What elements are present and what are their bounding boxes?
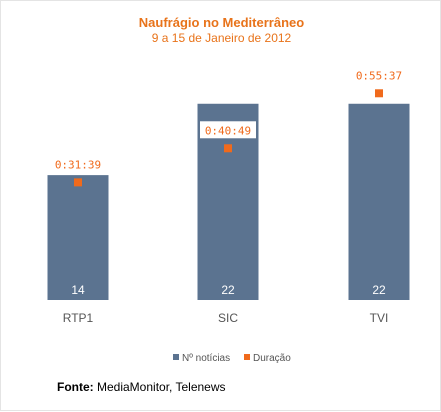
duration-label-rtp1: 0:31:39 bbox=[55, 158, 101, 171]
duration-marker-sic bbox=[224, 144, 232, 153]
chart-title: Naufrágio no Mediterrâneo bbox=[138, 15, 305, 30]
legend-label-duracao: Duração bbox=[253, 353, 291, 364]
x-tick-tvi: TVI bbox=[370, 311, 389, 325]
duration-label-bg-sic bbox=[200, 121, 256, 139]
source-text: MediaMonitor, Telenews bbox=[97, 380, 226, 394]
x-tick-sic: SIC bbox=[218, 311, 238, 325]
duration-marker-rtp1 bbox=[74, 178, 82, 187]
bar-value-label-rtp1: 14 bbox=[71, 283, 85, 297]
duration-label-bg-rtp1 bbox=[50, 155, 106, 173]
legend-swatch-duracao bbox=[244, 354, 250, 360]
legend-label-noticias: Nº notícias bbox=[182, 353, 230, 364]
duration-label-tvi: 0:55:37 bbox=[356, 69, 402, 82]
duration-label-sic: 0:40:49 bbox=[205, 124, 251, 137]
bar-value-label-sic: 22 bbox=[221, 283, 235, 297]
bar-value-label-tvi: 22 bbox=[372, 283, 386, 297]
x-tick-rtp1: RTP1 bbox=[63, 311, 94, 325]
bar-rtp1 bbox=[47, 175, 109, 300]
source-label: Fonte: bbox=[57, 380, 94, 394]
bar-tvi bbox=[348, 103, 410, 300]
legend-swatch-noticias bbox=[173, 354, 179, 360]
duration-marker-tvi bbox=[375, 89, 383, 98]
chart-subtitle: 9 a 15 de Janeiro de 2012 bbox=[151, 31, 292, 45]
duration-label-bg-tvi bbox=[351, 66, 407, 84]
source-note: Fonte: MediaMonitor, Telenews bbox=[57, 380, 226, 394]
